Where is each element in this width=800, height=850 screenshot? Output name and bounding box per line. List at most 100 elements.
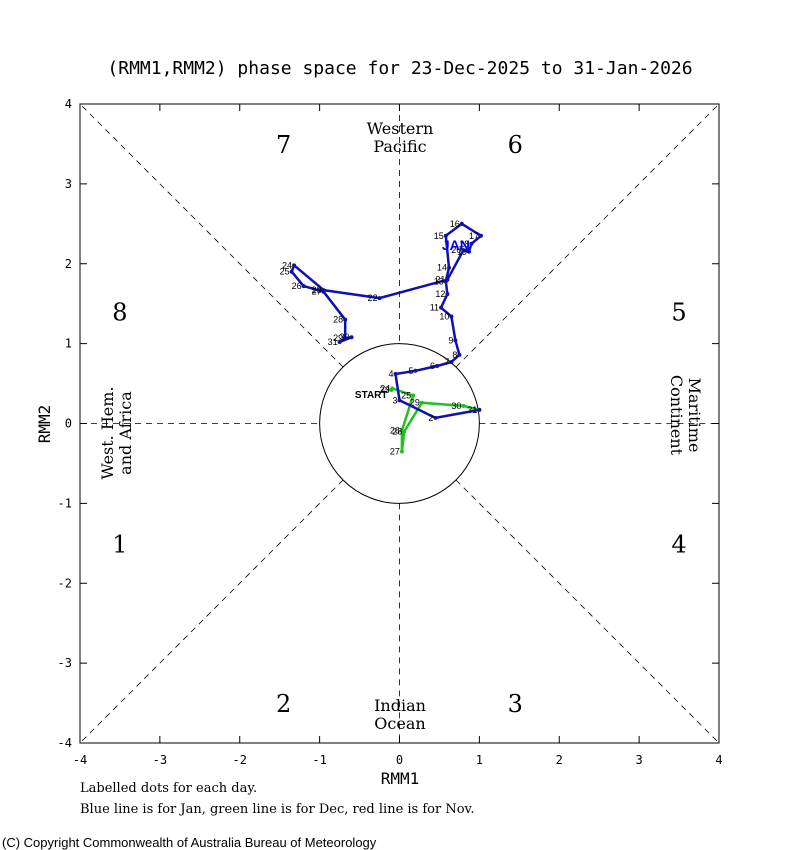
day-label: 27 [312, 287, 322, 297]
data-point [469, 241, 474, 246]
data-point [435, 363, 440, 368]
region-western-pacific-line-2: Pacific [373, 137, 426, 156]
phase-label-2: 2 [276, 690, 291, 718]
unit-circle [319, 343, 480, 504]
day-label: 18 [459, 239, 469, 249]
day-label: 26 [292, 281, 302, 291]
data-point [419, 400, 424, 405]
copyright-notice: (C) Copyright Commonwealth of Australia … [2, 835, 377, 850]
data-point [478, 233, 483, 238]
day-label: 7 [444, 357, 449, 367]
day-label: 25 [401, 391, 411, 401]
day-label: 4 [388, 369, 393, 379]
region-western-pacific-line-1: Western [367, 119, 434, 138]
data-point [449, 359, 454, 364]
region-maritime-continent-line-2: Continent [667, 375, 686, 456]
day-label: 17 [469, 231, 479, 241]
y-tick-label: -4 [58, 736, 72, 750]
month-marker-jan: JAN [442, 237, 470, 253]
data-point [377, 296, 382, 301]
footnote-line-2: Blue line is for Jan, green line is for … [80, 802, 474, 817]
data-point [337, 340, 342, 345]
y-tick-label: 4 [65, 97, 72, 111]
x-tick-label: -4 [73, 753, 87, 767]
data-point [413, 368, 418, 373]
day-label: 10 [439, 311, 449, 321]
day-label: 13 [434, 276, 444, 286]
day-label: 25 [280, 267, 290, 277]
day-label: 11 [430, 303, 439, 313]
y-tick-label: 3 [65, 177, 72, 191]
day-label: 16 [450, 219, 460, 229]
data-point [402, 429, 407, 434]
data-point [292, 263, 297, 268]
start-label: START [355, 390, 388, 401]
day-label: 26 [390, 426, 400, 436]
data-point [343, 336, 348, 341]
day-label: 15 [434, 231, 444, 241]
phase-label-6: 6 [508, 131, 523, 159]
x-axis-label: RMM1 [381, 769, 420, 788]
region-maritime-continent-line-1: Maritime [685, 378, 704, 453]
x-tick-label: 2 [556, 753, 563, 767]
data-point [447, 265, 452, 270]
x-tick-label: 4 [715, 753, 722, 767]
data-point [301, 284, 306, 289]
data-point [343, 317, 348, 322]
y-tick-label: -2 [58, 576, 72, 590]
y-tick-label: 2 [65, 257, 72, 271]
day-label: 19 [457, 247, 467, 257]
data-point [289, 269, 294, 274]
data-point [457, 352, 462, 357]
phase-divider-lines [79, 103, 720, 744]
y-tick-label: -3 [58, 656, 72, 670]
x-tick-label: 3 [636, 753, 643, 767]
x-tick-label: -3 [153, 753, 167, 767]
day-label: 23 [379, 385, 389, 395]
divider-diagonal-1 [455, 103, 720, 368]
day-label: 28 [333, 315, 343, 325]
day-label: 27 [390, 446, 400, 456]
day-label: 23 [312, 285, 322, 295]
day-label: 1 [472, 405, 477, 415]
day-label: 29 [410, 398, 420, 408]
divider-diagonal-3 [79, 103, 344, 368]
day-label: 2 [428, 413, 433, 423]
data-point [390, 386, 395, 391]
data-point [466, 249, 471, 254]
region-indian-ocean-line-1: Indian [374, 696, 426, 715]
day-label: 8 [452, 350, 457, 360]
data-point [411, 393, 416, 398]
x-tick-label: 1 [476, 753, 483, 767]
day-label: 6 [430, 361, 435, 371]
data-point [349, 335, 354, 340]
data-point [399, 449, 404, 454]
region-west-hem-africa-line-2: and Africa [116, 391, 135, 475]
day-label: 5 [408, 366, 413, 376]
phase-label-7: 7 [276, 131, 291, 159]
y-tick-label: 1 [65, 337, 72, 351]
divider-diagonal-2 [455, 479, 720, 744]
region-west-hem-africa: West. Hem. and Africa [98, 386, 135, 479]
day-label: 28 [392, 426, 402, 436]
divider-diagonal-4 [79, 479, 344, 744]
day-label: 24 [282, 260, 292, 270]
day-label: 22 [368, 293, 378, 303]
region-west-hem-africa-line-1: West. Hem. [98, 386, 117, 479]
x-tick-label: 0 [396, 753, 403, 767]
x-tick-label: -2 [233, 753, 247, 767]
chart-title: (RMM1,RMM2) phase space for 23-Dec-2025 … [107, 58, 692, 79]
footnote-line-1: Labelled dots for each day. [80, 781, 257, 796]
day-label: 24 [380, 383, 390, 393]
data-point [445, 292, 450, 297]
day-label: 21 [435, 275, 445, 285]
phase-label-4: 4 [671, 530, 686, 558]
day-label: 12 [435, 289, 445, 299]
day-label: 31 [328, 337, 338, 347]
